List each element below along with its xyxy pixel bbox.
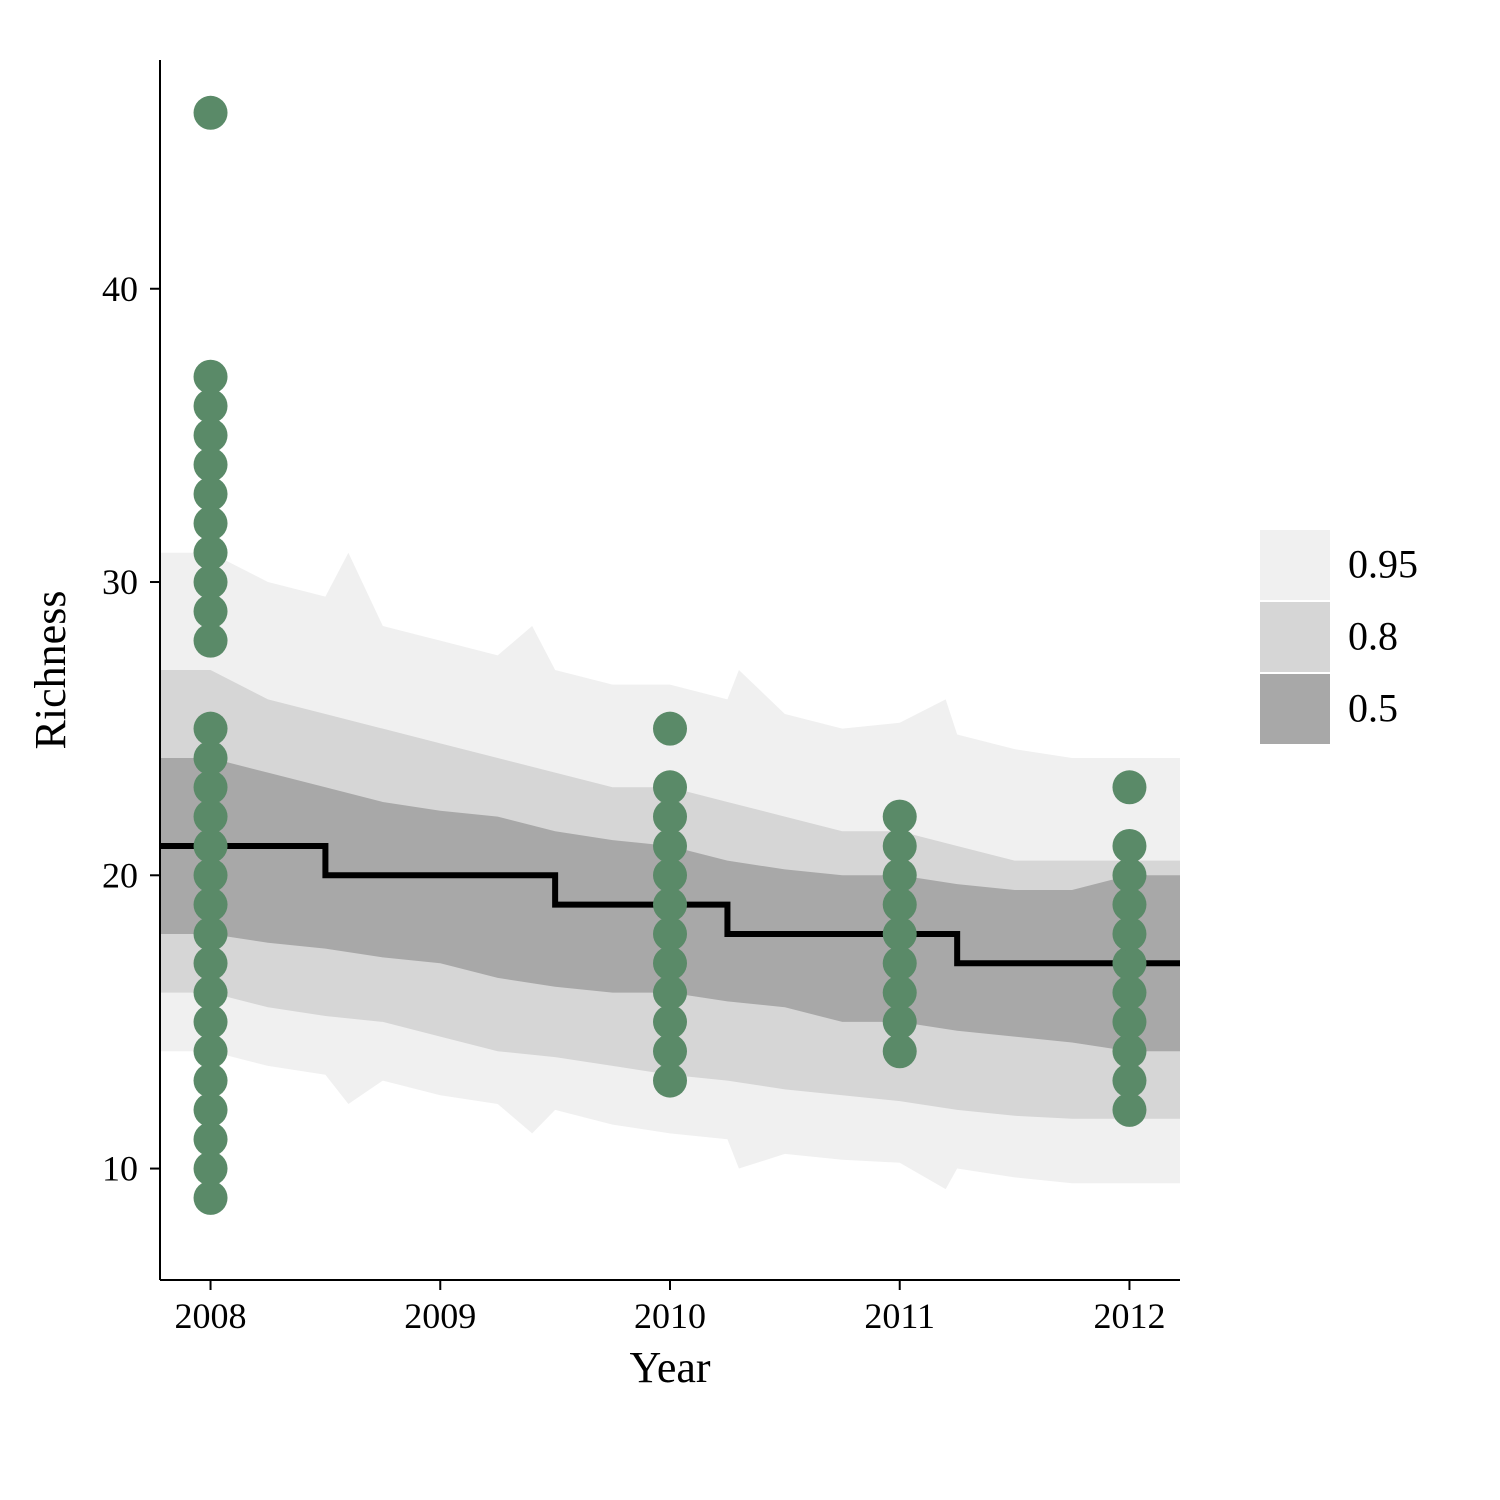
data-point: [194, 858, 228, 892]
data-point: [653, 829, 687, 863]
x-tick-label: 2010: [634, 1296, 706, 1336]
legend-label: 0.95: [1348, 542, 1418, 587]
legend-label: 0.5: [1348, 686, 1398, 731]
data-point: [194, 946, 228, 980]
data-point: [883, 1005, 917, 1039]
x-tick-label: 2008: [175, 1296, 247, 1336]
data-point: [194, 829, 228, 863]
data-point: [883, 917, 917, 951]
data-point: [653, 1064, 687, 1098]
x-tick-label: 2012: [1093, 1296, 1165, 1336]
legend-swatch: [1260, 602, 1330, 672]
data-point: [194, 594, 228, 628]
data-point: [653, 976, 687, 1010]
data-point: [194, 1152, 228, 1186]
data-point: [194, 1093, 228, 1127]
data-point: [653, 858, 687, 892]
data-point: [194, 770, 228, 804]
data-point: [194, 506, 228, 540]
data-point: [883, 888, 917, 922]
data-point: [194, 1064, 228, 1098]
data-point: [1112, 770, 1146, 804]
data-point: [653, 712, 687, 746]
data-point: [194, 712, 228, 746]
data-point: [194, 565, 228, 599]
data-point: [653, 1034, 687, 1068]
data-point: [194, 624, 228, 658]
legend-swatch: [1260, 674, 1330, 744]
data-point: [1112, 1034, 1146, 1068]
data-point: [194, 976, 228, 1010]
legend-swatch: [1260, 530, 1330, 600]
data-point: [883, 1034, 917, 1068]
richness-chart: 2008 2009 2010 2011 2012 10 20 30 40 Year Richness…: [0, 0, 1500, 1500]
y-axis-title: Richness: [26, 591, 75, 750]
data-point: [653, 770, 687, 804]
data-point: [194, 917, 228, 951]
y-tick-label: 40: [102, 269, 138, 309]
data-point: [1112, 1005, 1146, 1039]
data-point: [194, 1005, 228, 1039]
data-point: [194, 477, 228, 511]
data-point: [194, 96, 228, 130]
data-point: [1112, 917, 1146, 951]
data-point: [883, 829, 917, 863]
data-point: [194, 888, 228, 922]
data-point: [194, 360, 228, 394]
data-point: [653, 800, 687, 834]
data-point: [883, 858, 917, 892]
chart-svg: 2008 2009 2010 2011 2012 10 20 30 40 Year Richness…: [0, 0, 1500, 1500]
data-point: [194, 1034, 228, 1068]
data-point: [194, 389, 228, 423]
y-tick-label: 30: [102, 562, 138, 602]
data-point: [1112, 946, 1146, 980]
data-point: [194, 741, 228, 775]
data-point: [883, 946, 917, 980]
data-point: [1112, 1093, 1146, 1127]
data-point: [194, 448, 228, 482]
x-tick-label: 2011: [864, 1296, 935, 1336]
data-point: [883, 976, 917, 1010]
data-point: [194, 1181, 228, 1215]
data-point: [194, 418, 228, 452]
data-point: [1112, 829, 1146, 863]
data-point: [883, 800, 917, 834]
data-point: [653, 888, 687, 922]
data-point: [653, 946, 687, 980]
y-tick-label: 10: [102, 1149, 138, 1189]
x-tick-label: 2009: [404, 1296, 476, 1336]
x-axis-title: Year: [629, 1343, 710, 1392]
data-point: [194, 536, 228, 570]
data-point: [194, 1122, 228, 1156]
data-point: [653, 917, 687, 951]
legend-label: 0.8: [1348, 614, 1398, 659]
data-point: [653, 1005, 687, 1039]
data-point: [1112, 858, 1146, 892]
data-point: [1112, 888, 1146, 922]
data-point: [194, 800, 228, 834]
y-tick-label: 20: [102, 855, 138, 895]
data-point: [1112, 1064, 1146, 1098]
data-point: [1112, 976, 1146, 1010]
